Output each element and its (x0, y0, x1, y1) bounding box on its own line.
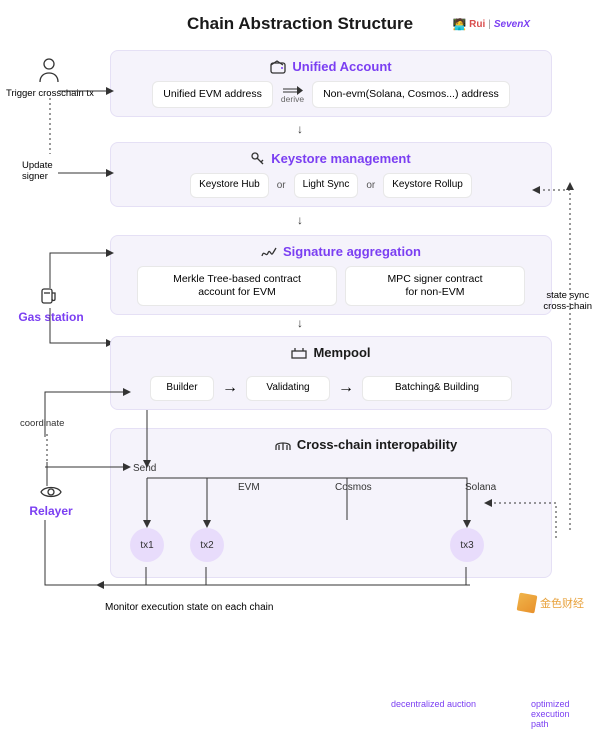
mempool-title: Mempool (313, 345, 370, 360)
arrow-2: ↓ (297, 213, 303, 227)
light-sync: Light Sync (294, 173, 359, 198)
unified-title: Unified Account (292, 59, 391, 74)
validating-box: Validating (246, 376, 330, 401)
mempool-header: Mempool (121, 345, 541, 360)
interop-header: Cross-chain interopability (191, 437, 541, 452)
eye-icon (40, 485, 62, 499)
user-icon (38, 58, 60, 84)
wallet-icon (270, 60, 286, 74)
update-label: Update signer (22, 160, 53, 183)
credit-rui: Rui (469, 19, 485, 30)
tx2-circle: tx2 (190, 528, 224, 562)
update-arrow-line (58, 168, 114, 178)
nonevm-box: Non-evm(Solana, Cosmos...) address (312, 81, 510, 108)
mempool-icon (291, 347, 307, 359)
or-2: or (366, 180, 375, 191)
mpc-box: MPC signer contract for non-EVM (345, 266, 525, 306)
credit-emoji: 🧑‍💻 (452, 18, 466, 31)
mem-arrow1: → (222, 379, 238, 397)
credit: 🧑‍💻 Rui | SevenX (452, 18, 530, 31)
sig-row: Merkle Tree-based contract account for E… (121, 266, 541, 306)
keystore-header: Keystore management (121, 151, 541, 166)
relayer-top-line (45, 462, 135, 472)
trigger-arrow-line (58, 86, 114, 96)
builder-box: Builder (150, 376, 214, 401)
page-title: Chain Abstraction Structure (187, 14, 413, 34)
bridge-icon (275, 439, 291, 451)
credit-sevenx: SevenX (494, 19, 530, 30)
mempool-row: Builder → Validating → Batching& Buildin… (121, 376, 541, 401)
monitor-connector (100, 567, 480, 593)
merkle-box: Merkle Tree-based contract account for E… (137, 266, 337, 306)
relayer-vert (45, 462, 49, 486)
arrow-3: ↓ (297, 316, 303, 330)
derive-label: derive (281, 95, 304, 104)
tx1-circle: tx1 (130, 528, 164, 562)
user-update-dotted (46, 98, 56, 160)
keystore-hub: Keystore Hub (190, 173, 269, 198)
batching-box: Batching& Building (362, 376, 512, 401)
tx3-circle: tx3 (450, 528, 484, 562)
builder-send-line (145, 410, 149, 470)
keystore-title: Keystore management (271, 151, 410, 166)
sig-header: Signature aggregation (261, 244, 541, 259)
footer-cube-icon (517, 593, 538, 614)
optimized-label: optimized execution path (531, 699, 570, 729)
footer-text: 金色财经 (540, 595, 584, 611)
keystore-rollup: Keystore Rollup (383, 173, 472, 198)
sig-title: Signature aggregation (283, 244, 421, 259)
card-keystore: Keystore management Keystore Hub or Ligh… (110, 142, 552, 207)
state-sync-line (560, 180, 580, 540)
keystore-row: Keystore Hub or Light Sync or Keystore R… (121, 173, 541, 198)
monitor-label: Monitor execution state on each chain (105, 602, 273, 613)
relayer-label: Relayer (6, 504, 96, 518)
send-fanout (145, 478, 495, 528)
sig-icon (261, 246, 277, 258)
derive-arrow: derive (281, 85, 304, 104)
key-icon (251, 152, 265, 166)
unified-header: Unified Account (121, 59, 541, 74)
unified-evm-box: Unified EVM address (152, 81, 273, 108)
coord-dot (45, 434, 49, 462)
or-1: or (277, 180, 286, 191)
interop-title: Cross-chain interopability (297, 437, 457, 452)
gas-connector (50, 248, 120, 348)
arrow-1: ↓ (297, 122, 303, 136)
card-sig: Signature aggregation Merkle Tree-based … (110, 235, 552, 315)
card-mempool: Mempool decentralized auction optimized … (110, 336, 552, 410)
decentralized-label: decentralized auction (391, 699, 476, 709)
solana-dot-in (486, 498, 566, 538)
credit-pipe: | (488, 19, 491, 30)
card-unified: Unified Account Unified EVM address deri… (110, 50, 552, 117)
mem-arrow2: → (338, 379, 354, 397)
footer-logo: 金色财经 (518, 594, 584, 612)
unified-row: Unified EVM address derive Non-evm(Solan… (121, 81, 541, 108)
